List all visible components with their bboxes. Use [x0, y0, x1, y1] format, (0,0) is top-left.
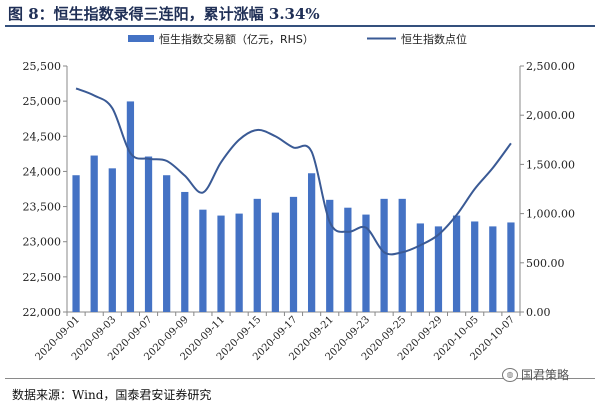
line-series: [75, 87, 512, 256]
bar: [217, 215, 225, 312]
y-left-tick-label: 23,000: [23, 236, 62, 249]
y-left-tick-label: 24,500: [23, 130, 62, 143]
bar: [452, 215, 461, 312]
bar: [144, 156, 153, 312]
watermark: ◍ 国君策略: [502, 366, 569, 383]
legend-bar-label: 恒生指数交易额（亿元，RHS）: [159, 32, 314, 46]
y-right-tick-label: 2,000.00: [526, 109, 575, 122]
bar: [398, 198, 406, 312]
chart: 恒生指数交易额（亿元，RHS） 恒生指数点位 22,000 22,500 23,00…: [23, 32, 575, 363]
axes: 22,000 22,500 23,000 23,500 24,000 24,500 25,0…: [23, 60, 575, 319]
bar: [235, 213, 243, 312]
y-right-tick-label: 1,500.00: [526, 158, 575, 171]
bar: [253, 198, 261, 312]
bars: [72, 101, 515, 312]
bar: [108, 168, 116, 312]
source-note: 数据来源：Wind，国泰君安证券研究: [12, 388, 212, 402]
legend-line-label: 恒生指数点位: [401, 32, 467, 46]
y-left-tick-label: 23,500: [23, 201, 62, 214]
y-left-tick-label: 22,000: [23, 306, 62, 319]
bar: [326, 199, 334, 312]
y-left-tick-label: 25,000: [23, 95, 62, 108]
bar: [471, 221, 479, 312]
index-line: [75, 87, 512, 256]
y-left-tick-label: 22,500: [23, 271, 62, 284]
bar: [416, 223, 424, 312]
chart-title: 图 8：恒生指数录得三连阳，累计涨幅 3.34%: [8, 5, 320, 23]
bar: [126, 101, 135, 312]
bar: [362, 214, 370, 312]
bar: [90, 155, 98, 312]
watermark-text: 国君策略: [521, 368, 570, 382]
bar: [181, 191, 189, 312]
legend: 恒生指数交易额（亿元，RHS） 恒生指数点位: [128, 32, 467, 46]
y-right-tick-label: 0.00: [526, 306, 551, 319]
title-rule: [5, 25, 595, 27]
bar: [199, 209, 207, 312]
y-right-tick-label: 2,500.00: [526, 60, 575, 73]
bar: [507, 222, 515, 312]
y-left-tick-label: 25,500: [23, 60, 62, 73]
bar: [72, 175, 80, 312]
bar: [434, 226, 443, 312]
bar: [344, 207, 352, 312]
y-left-tick-label: 24,000: [23, 165, 62, 178]
bottom-rule: [5, 378, 595, 379]
bar: [271, 212, 280, 312]
bar: [307, 173, 316, 312]
y-right-tick-label: 500.00: [526, 257, 565, 270]
wechat-icon: ◍: [502, 367, 518, 382]
bar: [289, 196, 298, 312]
legend-bar-swatch: [128, 35, 154, 42]
bar: [489, 226, 497, 312]
x-tick-labels: 2020-09-012020-09-032020-09-072020-09-09…: [34, 314, 517, 363]
y-right-tick-label: 1,000.00: [526, 208, 575, 221]
bar: [163, 175, 171, 312]
bar: [380, 198, 388, 312]
